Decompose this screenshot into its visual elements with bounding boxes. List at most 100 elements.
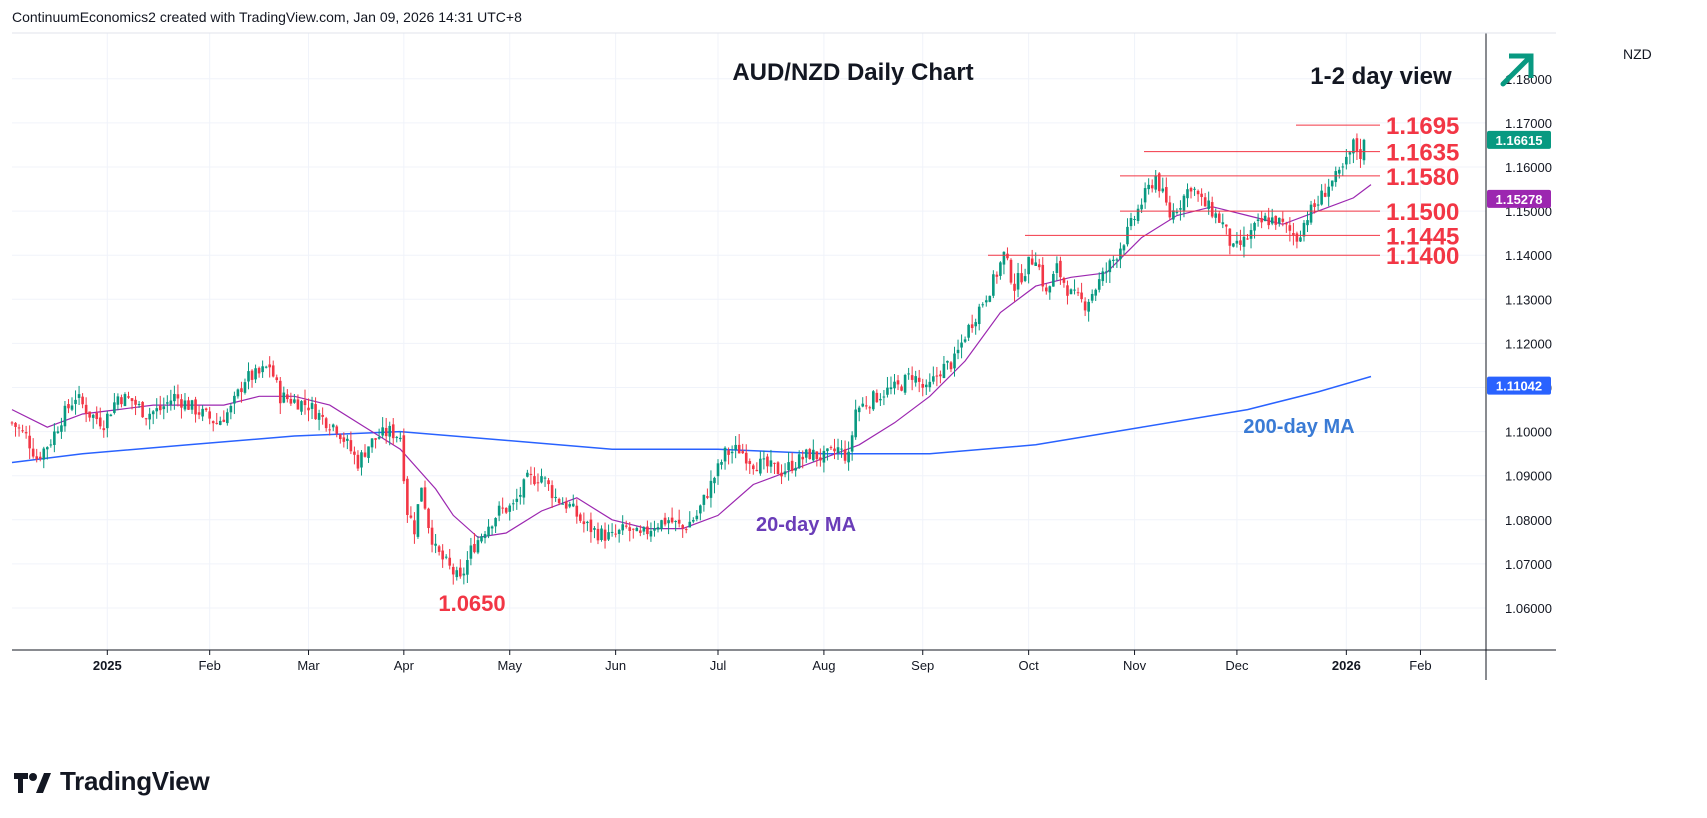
- candle[interactable]: [353, 447, 356, 465]
- candle[interactable]: [586, 521, 589, 531]
- candle[interactable]: [921, 379, 924, 396]
- candle[interactable]: [505, 507, 508, 514]
- candle[interactable]: [1027, 257, 1030, 284]
- candle[interactable]: [1264, 213, 1267, 221]
- candle[interactable]: [784, 463, 787, 477]
- candle[interactable]: [1098, 272, 1101, 292]
- candle[interactable]: [1101, 268, 1104, 286]
- candle[interactable]: [678, 510, 681, 528]
- candle[interactable]: [279, 377, 282, 414]
- candle[interactable]: [819, 448, 822, 466]
- candle[interactable]: [1087, 299, 1090, 322]
- candle[interactable]: [515, 489, 518, 510]
- candle[interactable]: [847, 441, 850, 470]
- candle[interactable]: [1338, 167, 1341, 179]
- candle[interactable]: [876, 389, 879, 402]
- candle[interactable]: [254, 365, 257, 383]
- candle[interactable]: [466, 551, 469, 583]
- candle[interactable]: [420, 488, 423, 502]
- candle[interactable]: [533, 467, 536, 485]
- candle[interactable]: [170, 390, 173, 411]
- candle[interactable]: [759, 451, 762, 475]
- candle[interactable]: [664, 513, 667, 527]
- candle[interactable]: [780, 464, 783, 484]
- candle[interactable]: [1243, 227, 1246, 258]
- candle[interactable]: [1144, 182, 1147, 208]
- candle[interactable]: [1274, 215, 1277, 230]
- candle[interactable]: [526, 470, 529, 478]
- candle[interactable]: [360, 450, 363, 475]
- candle[interactable]: [293, 394, 296, 404]
- candle[interactable]: [547, 478, 550, 491]
- candle[interactable]: [890, 377, 893, 395]
- candle[interactable]: [18, 424, 21, 436]
- candle[interactable]: [865, 396, 868, 409]
- candle[interactable]: [67, 399, 70, 413]
- candle[interactable]: [851, 431, 854, 460]
- candle[interactable]: [1034, 252, 1037, 266]
- candle[interactable]: [1197, 189, 1200, 201]
- candle[interactable]: [1013, 273, 1016, 301]
- candle[interactable]: [28, 425, 31, 459]
- candle[interactable]: [42, 447, 45, 468]
- candle[interactable]: [1056, 256, 1059, 280]
- candle[interactable]: [706, 489, 709, 500]
- candle[interactable]: [1327, 179, 1330, 206]
- candle[interactable]: [523, 478, 526, 504]
- candle[interactable]: [212, 420, 215, 431]
- candle[interactable]: [833, 439, 836, 459]
- candle[interactable]: [766, 454, 769, 473]
- candle[interactable]: [1052, 271, 1055, 287]
- candle[interactable]: [357, 450, 360, 471]
- candle[interactable]: [1017, 263, 1020, 297]
- candle[interactable]: [1229, 228, 1232, 254]
- candle[interactable]: [304, 390, 307, 415]
- candle[interactable]: [1038, 259, 1041, 270]
- candle[interactable]: [85, 397, 88, 422]
- candle[interactable]: [99, 408, 102, 430]
- candle[interactable]: [939, 371, 942, 384]
- candle[interactable]: [978, 304, 981, 331]
- candle[interactable]: [985, 295, 988, 306]
- candle[interactable]: [226, 408, 229, 425]
- candle[interactable]: [787, 452, 790, 481]
- candle[interactable]: [39, 452, 42, 461]
- candle[interactable]: [508, 503, 511, 520]
- candle[interactable]: [911, 366, 914, 390]
- candle[interactable]: [1154, 170, 1157, 193]
- candle[interactable]: [946, 360, 949, 369]
- candle[interactable]: [1310, 201, 1313, 225]
- candle[interactable]: [1200, 188, 1203, 205]
- candle[interactable]: [25, 426, 28, 439]
- candle[interactable]: [756, 462, 759, 471]
- candle[interactable]: [1324, 184, 1327, 198]
- candle[interactable]: [1041, 257, 1044, 291]
- candle[interactable]: [1133, 216, 1136, 226]
- candle[interactable]: [929, 373, 932, 391]
- candle[interactable]: [448, 549, 451, 569]
- candle[interactable]: [240, 382, 243, 403]
- candle[interactable]: [964, 337, 967, 343]
- candle[interactable]: [403, 428, 406, 483]
- candle[interactable]: [247, 362, 250, 389]
- candle[interactable]: [512, 499, 515, 510]
- candle[interactable]: [830, 446, 833, 451]
- candle[interactable]: [840, 440, 843, 458]
- candle[interactable]: [424, 481, 427, 510]
- candle[interactable]: [872, 390, 875, 411]
- candle[interactable]: [134, 396, 137, 415]
- candle[interactable]: [568, 502, 571, 508]
- candle[interactable]: [724, 446, 727, 469]
- candle[interactable]: [208, 407, 211, 424]
- candle[interactable]: [731, 445, 734, 463]
- candle[interactable]: [417, 504, 420, 539]
- candle[interactable]: [794, 462, 797, 477]
- candle[interactable]: [230, 403, 233, 419]
- candle[interactable]: [431, 520, 434, 552]
- candle[interactable]: [198, 406, 201, 419]
- candle[interactable]: [57, 426, 60, 434]
- candle[interactable]: [434, 534, 437, 553]
- candle[interactable]: [346, 435, 349, 449]
- candle[interactable]: [314, 397, 317, 420]
- candle[interactable]: [1049, 286, 1052, 300]
